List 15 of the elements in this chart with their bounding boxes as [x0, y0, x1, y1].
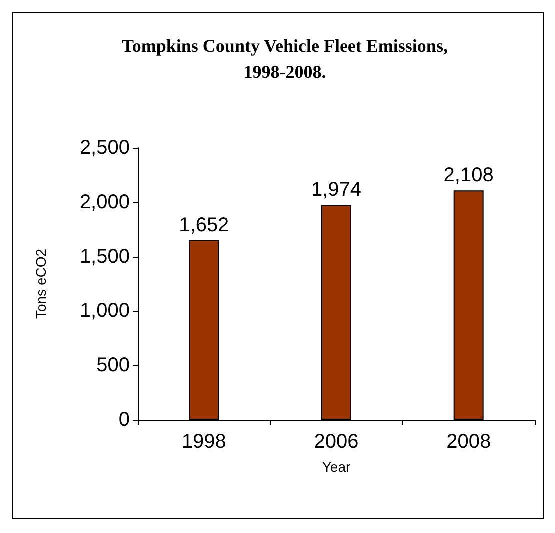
x-tick-label: 1998	[182, 431, 226, 453]
y-tick-label: 2,500	[80, 137, 130, 159]
y-tick-label: 1,500	[80, 246, 130, 268]
x-tick-label: 2006	[314, 431, 359, 453]
x-axis-title: Year	[322, 459, 351, 475]
chart-title: Tompkins County Vehicle Fleet Emissions, 1998-2008.	[122, 36, 448, 82]
data-label: 1,652	[179, 214, 230, 236]
y-tick-label: 2,000	[80, 191, 130, 214]
data-label: 2,108	[444, 164, 494, 187]
y-axis-title: Tons eCO2	[33, 248, 49, 320]
data-label: 1,974	[311, 179, 362, 202]
y-tick-label: 1,000	[80, 300, 130, 322]
y-tick-label: 0	[118, 409, 130, 431]
x-tick-label: 2008	[446, 431, 492, 453]
y-tick-label: 500	[96, 354, 130, 377]
